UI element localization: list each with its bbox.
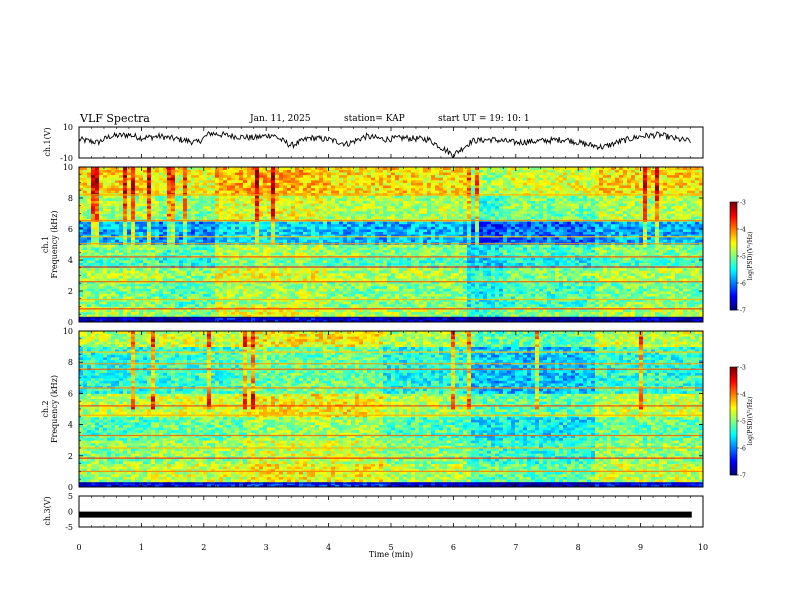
- ch3-signal-line: [79, 511, 692, 518]
- x-tick-label: 8: [576, 543, 581, 552]
- ch1-ytick-label: 10: [63, 123, 73, 132]
- x-tick-label: 3: [264, 543, 269, 552]
- x-tick-label: 2: [201, 543, 206, 552]
- ch3-frame: [78, 495, 704, 528]
- ch1-spectrogram-colorbar-tick-label: -7: [740, 308, 746, 315]
- x-tick-label: 0: [76, 543, 81, 552]
- ch2-spectrogram-ylabel-frequency: Frequency (kHz): [50, 375, 59, 443]
- ch2-spectrogram-colorbar-label: log(PSD)(V²/Hz): [747, 397, 754, 446]
- ch2-spectrogram-ytick-label: 8: [68, 358, 73, 367]
- chart-title: VLF Spectra: [80, 112, 150, 125]
- start-time-label: start UT = 19: 10: 1: [438, 114, 530, 124]
- ch1-spectrogram-colorbar-label: log(PSD)(V²/Hz): [747, 232, 754, 281]
- ch2-spectrogram-colorbar-tick-label: -4: [740, 392, 746, 399]
- station-label: station= KAP: [344, 114, 405, 124]
- ch2-spectrogram-colorbar-tick-label: -3: [740, 365, 746, 372]
- x-axis-label: Time (min): [369, 550, 413, 559]
- ch2-spectrogram-ytick-label: 6: [68, 389, 73, 398]
- ch3-ytick-label: 5: [68, 492, 73, 501]
- ch1-spectrogram-ytick-label: 10: [63, 163, 73, 172]
- x-tick-label: 6: [451, 543, 456, 552]
- ch2-spectrogram-ylabel-channel: ch.2: [41, 400, 50, 417]
- x-tick-label: 9: [638, 543, 643, 552]
- ch1-spectrogram-colorbar-tick-label: -5: [740, 254, 746, 261]
- x-tick-label: 1: [139, 543, 144, 552]
- ch2-spectrogram-colorbar-tick-label: -7: [740, 473, 746, 480]
- date-label: Jan. 11, 2025: [250, 114, 311, 124]
- ch1-spectrogram-colorbar-tick-label: -6: [740, 281, 746, 288]
- ch1-ylabel: ch.1(V): [43, 127, 52, 156]
- ch2-spectrogram-ytick-label: 10: [63, 327, 73, 336]
- ch2-spectrogram-colorbar-tick-label: -6: [740, 446, 746, 453]
- ch2-spectrogram-heatmap-cells: [79, 331, 704, 488]
- x-tick-label: 10: [698, 543, 708, 552]
- x-tick-label: 5: [388, 543, 393, 552]
- ch1-spectrogram-ylabel-frequency: Frequency (kHz): [50, 210, 59, 278]
- ch3-ylabel: ch.3(V): [43, 496, 52, 525]
- ch1-spectrogram-colorbar: [730, 202, 737, 311]
- ch1-ytick-label: -10: [60, 154, 73, 163]
- ch2-spectrogram-ytick-label: 2: [68, 452, 73, 461]
- ch1-spectrogram-ylabel-channel: ch.1: [41, 236, 50, 253]
- ch1-spectrogram-ytick-label: 6: [68, 225, 73, 234]
- ch3-ytick-label: -5: [65, 523, 73, 532]
- ch1-waveform-frame: [78, 126, 704, 159]
- ch2-spectrogram-ytick-label: 0: [68, 483, 73, 492]
- ch3-ytick-label: 0: [68, 508, 73, 517]
- ch1-spectrogram-ytick-label: 2: [68, 287, 73, 296]
- ch2-spectrogram-colorbar: [730, 367, 737, 476]
- ch1-spectrogram-colorbar-tick-label: -3: [740, 200, 746, 207]
- ch2-spectrogram-colorbar-tick-label: -5: [740, 419, 746, 426]
- x-tick-label: 7: [513, 543, 518, 552]
- ch1-spectrogram-ytick-label: 8: [68, 194, 73, 203]
- ch1-waveform-line: [78, 130, 691, 158]
- ch2-spectrogram-ytick-label: 4: [68, 421, 73, 430]
- x-tick-label: 4: [326, 543, 331, 552]
- ch1-spectrogram-ytick-label: 4: [68, 256, 73, 265]
- ch1-spectrogram-colorbar-tick-label: -4: [740, 227, 746, 234]
- ch1-spectrogram-ytick-label: 0: [68, 318, 73, 327]
